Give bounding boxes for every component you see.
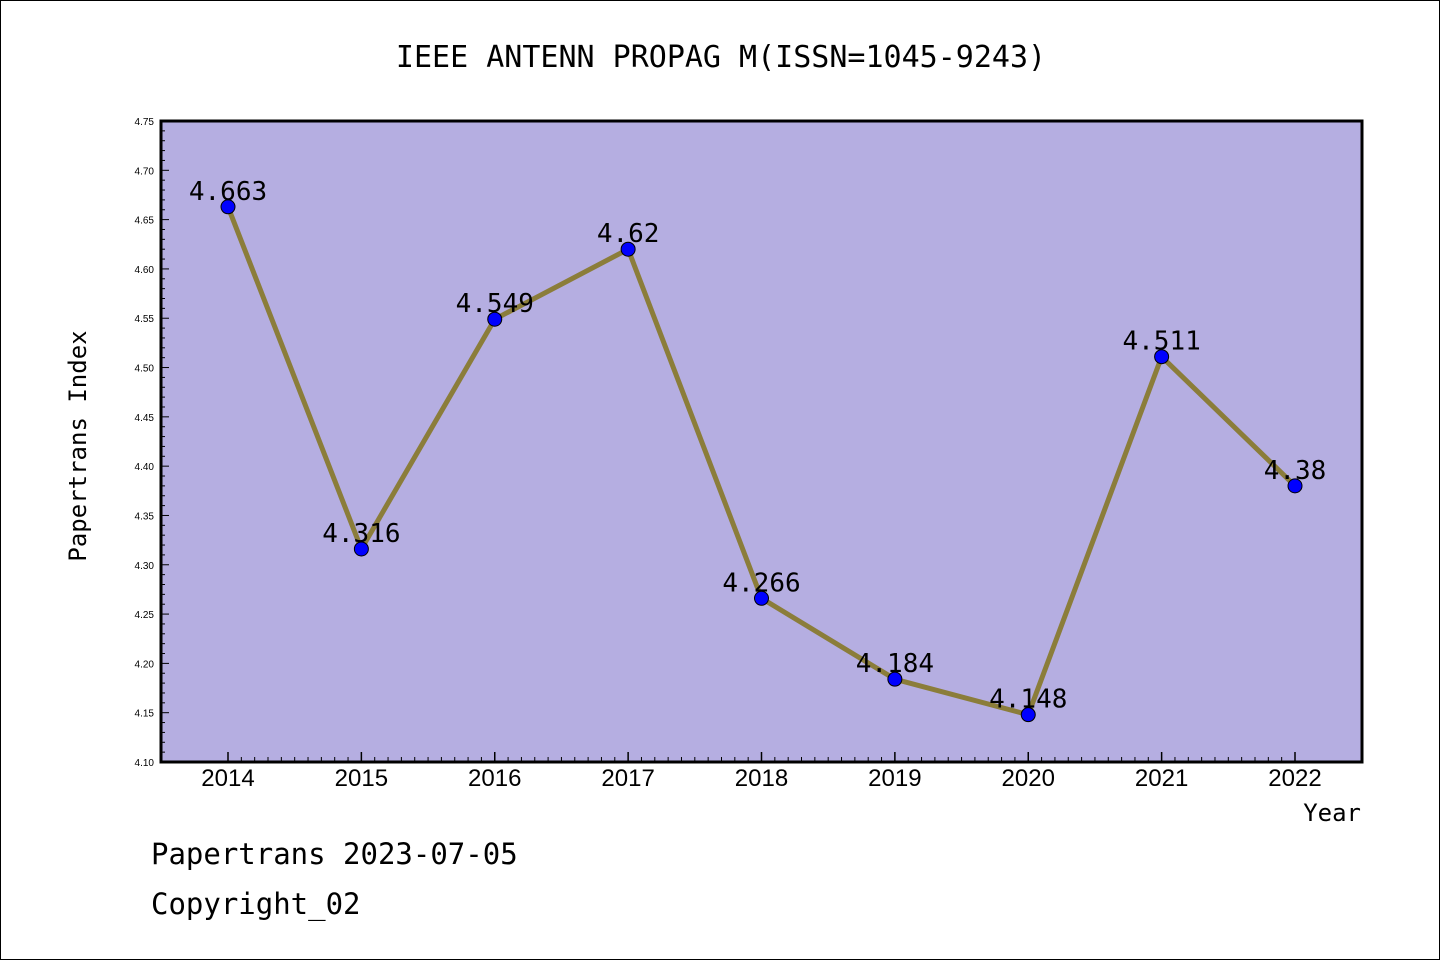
data-point bbox=[1020, 707, 1036, 723]
footer-copyright: Copyright_02 bbox=[151, 887, 361, 921]
x-tick-label: 2019 bbox=[868, 765, 921, 792]
data-point bbox=[220, 199, 236, 215]
footer-date: Papertrans 2023-07-05 bbox=[151, 837, 518, 871]
plot-area bbox=[161, 121, 1362, 762]
data-point bbox=[620, 241, 636, 257]
y-tick-label: 4.55 bbox=[135, 314, 155, 325]
x-tick-label: 2015 bbox=[335, 765, 388, 792]
x-tick-label: 2018 bbox=[735, 765, 788, 792]
data-point bbox=[353, 541, 369, 557]
x-tick-label: 2016 bbox=[468, 765, 521, 792]
data-label: 4.549 bbox=[456, 289, 534, 319]
y-tick-label: 4.50 bbox=[135, 364, 155, 375]
y-tick-label: 4.10 bbox=[135, 758, 155, 769]
y-tick-label: 4.30 bbox=[135, 561, 155, 572]
data-markers bbox=[220, 199, 1303, 723]
y-tick-label: 4.65 bbox=[135, 216, 155, 227]
x-tick-labels: 2014 2015 2016 2017 2018 2019 2020 2021 2022 bbox=[201, 765, 1321, 792]
data-label: 4.663 bbox=[189, 177, 267, 207]
chart-title: IEEE ANTENN PROPAG M(ISSN=1045-9243) bbox=[396, 40, 1046, 75]
y-tick-label: 4.70 bbox=[135, 166, 155, 177]
y-axis-label: Papertrans Index bbox=[64, 330, 92, 561]
y-tick-label: 4.60 bbox=[135, 265, 155, 276]
y-tick-label: 4.20 bbox=[135, 659, 155, 670]
data-label: 4.38 bbox=[1264, 456, 1327, 486]
x-tick-label: 2014 bbox=[201, 765, 254, 792]
data-labels: 4.663 4.316 4.549 4.62 4.266 4.184 4.148 4.511 4… bbox=[189, 177, 1326, 715]
y-tick-label: 4.40 bbox=[135, 462, 155, 473]
y-tick-label: 4.15 bbox=[135, 709, 155, 720]
data-point bbox=[887, 671, 903, 687]
data-label: 4.316 bbox=[322, 519, 400, 549]
y-tick-label: 4.75 bbox=[135, 117, 155, 128]
data-label: 4.148 bbox=[989, 685, 1067, 715]
y-tick-label: 4.45 bbox=[135, 413, 155, 424]
data-point bbox=[754, 590, 769, 606]
data-label: 4.266 bbox=[722, 568, 800, 598]
y-tick-labels: 4.10 4.15 4.20 4.25 4.30 4.35 4.40 4.45 4.50 4.55… bbox=[135, 117, 155, 769]
data-point bbox=[1154, 349, 1170, 365]
data-label: 4.184 bbox=[856, 649, 934, 679]
y-tick-label: 4.35 bbox=[135, 511, 155, 522]
data-label: 4.511 bbox=[1122, 327, 1200, 357]
plot-border bbox=[159, 119, 1364, 764]
x-tick-label: 2022 bbox=[1268, 765, 1321, 792]
y-tick-label: 4.25 bbox=[135, 610, 155, 621]
data-point bbox=[1287, 478, 1303, 494]
data-label: 4.62 bbox=[597, 219, 660, 249]
data-point bbox=[487, 311, 503, 327]
x-tick-label: 2021 bbox=[1135, 765, 1188, 792]
x-axis-label: Year bbox=[1303, 799, 1361, 827]
x-tick-label: 2017 bbox=[601, 765, 654, 792]
x-tick-label: 2020 bbox=[1002, 765, 1055, 792]
